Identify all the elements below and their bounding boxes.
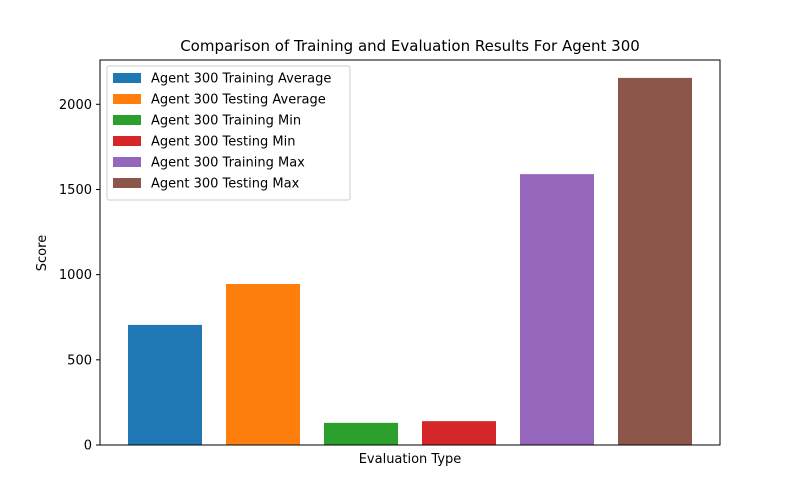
legend-swatch [113, 178, 141, 188]
bar-1 [128, 324, 202, 445]
legend-frame [106, 65, 351, 201]
bar-2 [226, 284, 300, 445]
legend-label: Agent 300 Training Min [151, 114, 301, 129]
legend-swatch [113, 115, 141, 125]
legend-swatch [113, 157, 141, 167]
x-axis-label: Evaluation Type [359, 452, 462, 467]
y-tick-label: 1500 [59, 183, 92, 198]
bar-3 [324, 422, 398, 445]
chart-title: Comparison of Training and Evaluation Re… [180, 37, 640, 55]
legend-swatch [113, 73, 141, 83]
bar-6 [618, 77, 692, 445]
legend-swatch [113, 94, 141, 104]
bars-group [128, 77, 692, 446]
legend-label: Agent 300 Testing Average [151, 93, 326, 108]
y-tick-label: 1000 [59, 268, 92, 283]
legend-label: Agent 300 Training Average [151, 72, 331, 87]
legend-label: Agent 300 Testing Max [151, 177, 300, 192]
legend-label: Agent 300 Training Max [151, 156, 305, 171]
bar-5 [520, 174, 594, 446]
legend-label: Agent 300 Testing Min [151, 135, 295, 150]
plot-frame [99, 59, 721, 446]
y-tick-label: 0 [84, 439, 92, 454]
y-axis-label: Score [35, 235, 50, 271]
bar-4 [422, 421, 496, 445]
y-tick-label: 500 [67, 353, 92, 368]
legend-swatch [113, 136, 141, 146]
y-tick-label: 2000 [59, 98, 92, 113]
legend: Agent 300 Training Average Agent 300 Test… [106, 65, 351, 201]
y-axis: 0 500 1000 1500 2000 [59, 98, 100, 454]
